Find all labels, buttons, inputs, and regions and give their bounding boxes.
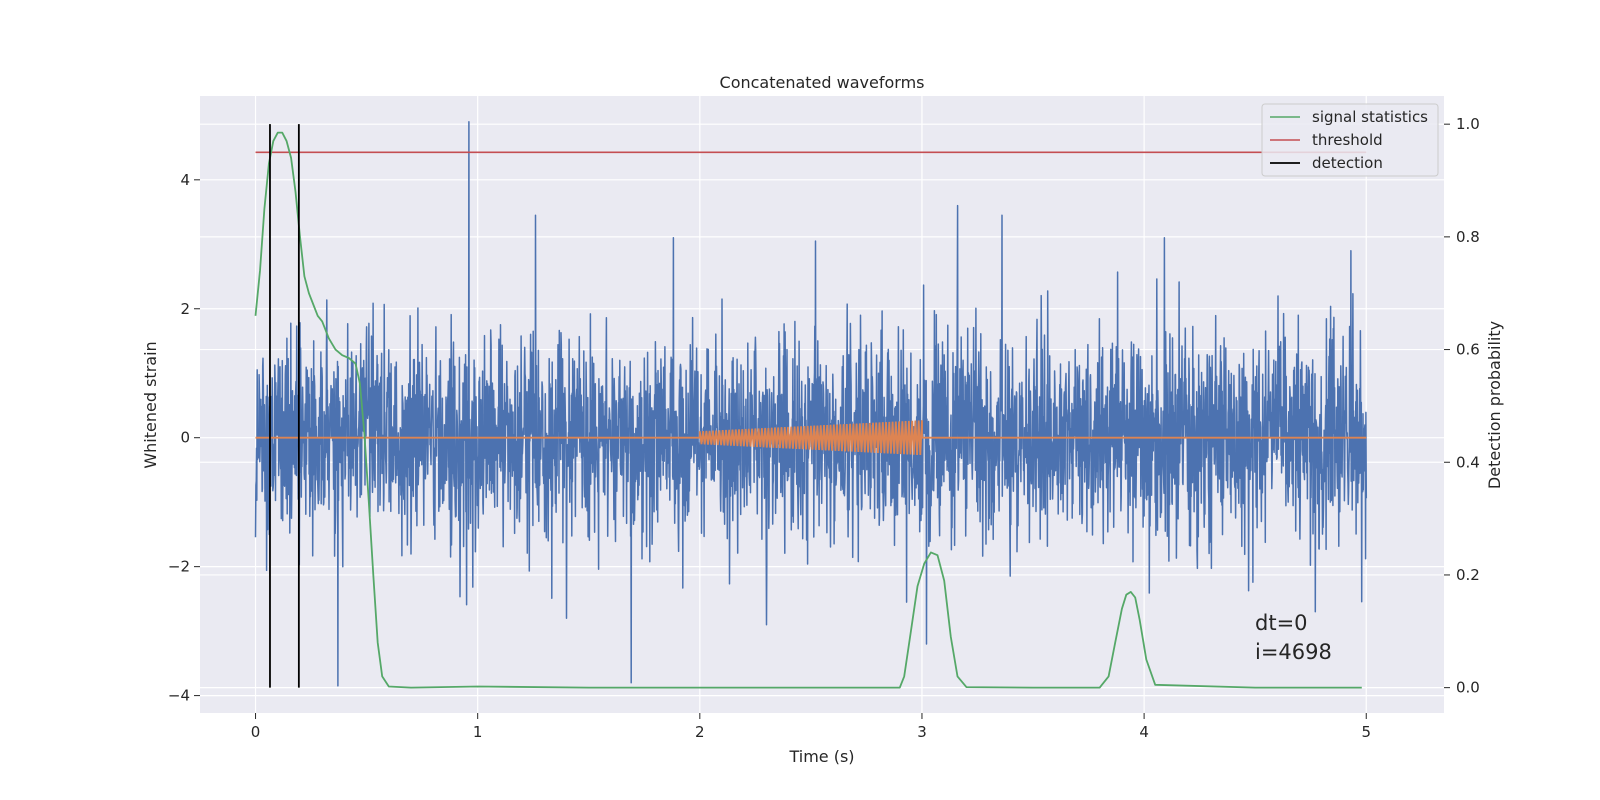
y-tick-label-right: 1.0 (1456, 115, 1480, 133)
y-tick-label-left: 2 (180, 300, 190, 318)
x-tick-label: 1 (473, 723, 483, 741)
injected-chirp-line (255, 420, 1367, 456)
strain-noise-line (254, 121, 1368, 687)
y-tick-label-right: 0.0 (1456, 679, 1480, 697)
annotation-dt: dt=0 (1255, 611, 1308, 635)
axes: 0 1 2 3 4 5 −4 −2 0 2 4 0.0 0.2 0.4 0.6 0.8 1.0 (168, 115, 1480, 741)
legend-label-statistics: signal statistics (1312, 108, 1428, 126)
x-tick-label: 2 (695, 723, 705, 741)
x-axis-label: Time (s) (788, 747, 854, 766)
y-tick-label-right: 0.4 (1456, 453, 1480, 471)
signal-statistics-line (254, 131, 1362, 689)
y-tick-label-left: −2 (168, 558, 190, 576)
chart-title: Concatenated waveforms (720, 73, 925, 92)
y-tick-label-left: −4 (168, 687, 190, 705)
annotation-block: dt=0 i=4698 (1255, 611, 1332, 664)
legend: signal statistics threshold detection (1261, 103, 1439, 177)
data-layer (254, 121, 1368, 689)
legend-label-threshold: threshold (1312, 131, 1383, 149)
y-tick-label-left: 4 (180, 171, 190, 189)
y-tick-label-left: 0 (180, 429, 190, 447)
x-tick-label: 5 (1361, 723, 1371, 741)
x-tick-label: 0 (251, 723, 261, 741)
x-tick-label: 4 (1139, 723, 1149, 741)
legend-label-detection: detection (1312, 154, 1383, 172)
annotation-index: i=4698 (1255, 640, 1332, 664)
y-axis-label-left: Whitened strain (141, 341, 160, 468)
legend-frame (1261, 103, 1439, 177)
y-tick-label-right: 0.2 (1456, 566, 1480, 584)
y-tick-label-right: 0.6 (1456, 341, 1480, 359)
y-tick-label-right: 0.8 (1456, 228, 1480, 246)
x-tick-label: 3 (917, 723, 927, 741)
y-axis-label-right: Detection probability (1485, 321, 1504, 489)
